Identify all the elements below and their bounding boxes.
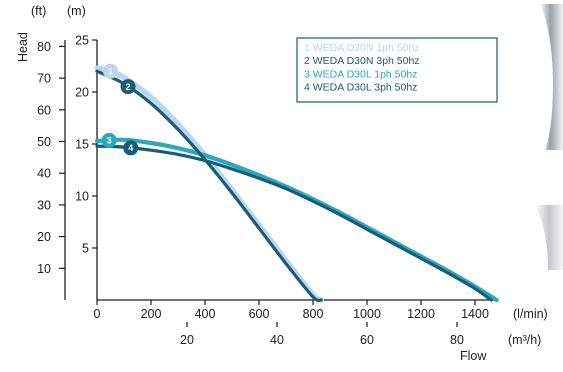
- x-tick-label: 1400: [461, 307, 489, 321]
- series-marker-label: 1: [108, 66, 113, 76]
- x-tick-label: 200: [141, 307, 162, 321]
- legend-entry: 1 WEDA D30N 1ph 50hz: [304, 42, 420, 54]
- series-line-4: [95, 144, 493, 302]
- x-secondary-unit: (m³/h): [508, 333, 541, 347]
- x2-tick-label: 20: [180, 333, 194, 347]
- y2-tick-label: 80: [37, 40, 51, 54]
- series-marker-1: [103, 63, 118, 79]
- y2-tick-label: 10: [37, 262, 51, 276]
- legend-entry: 4 WEDA D30L 3ph 50hz: [304, 82, 417, 94]
- series-marker-label: 2: [126, 82, 131, 92]
- product-photo-top: [540, 4, 563, 150]
- x-tick-label: 1200: [407, 307, 435, 321]
- series-line-3: [94, 137, 499, 303]
- series-marker-label: 4: [128, 143, 133, 153]
- series-marker-3: [101, 132, 117, 148]
- product-photo-bottom: [535, 205, 563, 270]
- legend-entry: 3 WEDA D30L 1ph 50hz: [304, 68, 417, 80]
- series-marker-2: [120, 79, 136, 95]
- x-tick-label: 1000: [353, 307, 381, 321]
- y2-tick-label: 60: [37, 103, 51, 117]
- series-marker-label: 3: [107, 136, 112, 146]
- series-marker-4: [123, 140, 139, 156]
- markers-layer: 1 2 3 4: [101, 63, 139, 156]
- x2-tick-label: 60: [360, 333, 374, 347]
- curves-layer: [94, 65, 499, 303]
- y-tick-label: 5: [82, 242, 89, 256]
- y2-tick-label: 20: [37, 230, 51, 244]
- y2-tick-label: 30: [37, 198, 51, 212]
- y2-tick-label: 70: [37, 72, 51, 86]
- x-axis-label: Flow: [460, 349, 487, 363]
- series-line-2: [95, 69, 323, 303]
- legend-entry: 2 WEDA D30N 3ph 50hz: [304, 55, 420, 67]
- x-tick-label: 800: [303, 307, 324, 321]
- legend-box: [296, 37, 498, 103]
- x-tick-label: 400: [195, 307, 216, 321]
- y-secondary-unit: (ft): [31, 4, 46, 18]
- x-tick-label: 600: [249, 307, 270, 321]
- y2-tick-label: 50: [37, 135, 51, 149]
- y-tick-label: 10: [75, 190, 89, 204]
- y-tick-label: 15: [75, 138, 89, 152]
- y-primary-unit: (m): [67, 4, 86, 18]
- y2-tick-label: 40: [37, 167, 51, 181]
- x2-tick-label: 40: [270, 333, 284, 347]
- x2-tick-label: 80: [450, 333, 464, 347]
- x-tick-label: 0: [94, 307, 101, 321]
- y-tick-label: 25: [75, 34, 89, 48]
- x-primary-unit: (l/min): [513, 307, 548, 321]
- y-tick-label: 20: [75, 86, 89, 100]
- y-axis-label: Head: [16, 32, 30, 62]
